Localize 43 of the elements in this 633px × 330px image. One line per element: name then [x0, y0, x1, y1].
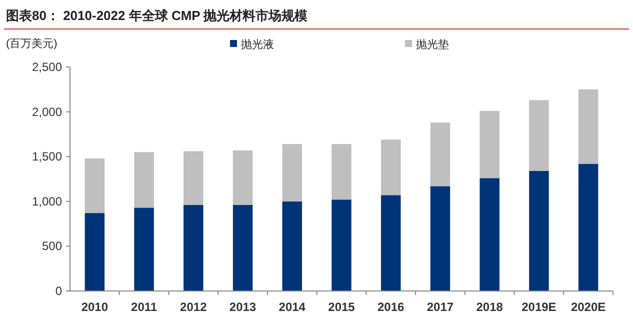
bar	[529, 100, 549, 171]
x-tick-label: 2017	[426, 300, 454, 314]
bar	[184, 204, 204, 291]
legend-label: 抛光垫	[416, 38, 449, 51]
bar	[84, 213, 105, 291]
x-tick-label: 2018	[476, 300, 504, 314]
bar	[84, 158, 105, 214]
y-axis-title: (百万美元)	[6, 37, 58, 50]
y-tick-label: 2,000	[32, 104, 62, 119]
bar	[578, 164, 598, 291]
bar	[430, 122, 450, 186]
legend-label: 抛光液	[241, 38, 274, 51]
x-tick-label: 2013	[229, 300, 256, 314]
x-tick-label: 2016	[378, 300, 405, 314]
bar	[134, 152, 154, 208]
bar	[380, 140, 401, 196]
y-tick-label: 1,500	[32, 150, 62, 164]
bar	[430, 186, 450, 291]
x-tick-label: 2019E	[522, 300, 556, 314]
bar	[134, 208, 154, 291]
chart-title: 图表80： 2010-2022 年全球 CMP 抛光材料市场规模	[6, 8, 308, 23]
y-tick-label: 500	[42, 239, 62, 254]
x-tick-label: 2020E	[570, 300, 606, 314]
x-tick-label: 2015	[328, 300, 356, 314]
bar	[184, 151, 204, 205]
x-tick-label: 2011	[131, 300, 158, 314]
y-tick-label: 0	[55, 284, 62, 298]
bar	[232, 150, 253, 205]
x-tick-label: 2014	[278, 300, 306, 314]
bar	[282, 201, 302, 291]
y-tick-label: 2,500	[32, 60, 62, 74]
bar	[529, 170, 549, 291]
y-tick-label: 1,000	[32, 194, 62, 208]
bar	[380, 195, 401, 291]
bar	[332, 200, 352, 291]
bar	[332, 144, 352, 200]
bar	[480, 110, 500, 178]
bar	[282, 144, 302, 202]
bar	[232, 204, 253, 291]
bar	[480, 178, 500, 291]
x-tick-label: 2010	[81, 300, 108, 314]
bar	[578, 89, 598, 164]
x-tick-label: 2012	[180, 300, 208, 314]
